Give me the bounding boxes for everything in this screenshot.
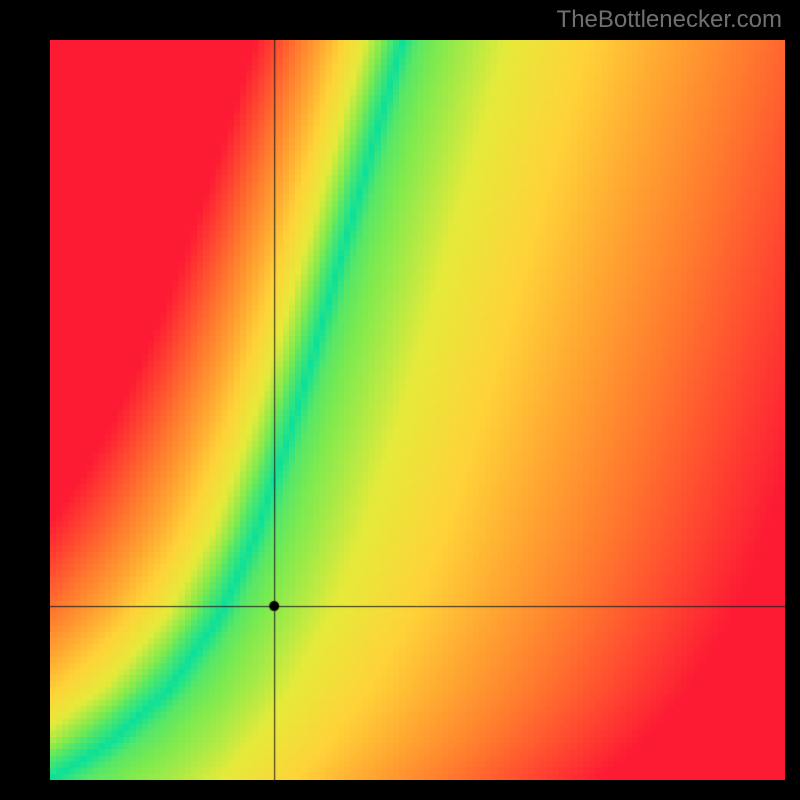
crosshair-overlay: [50, 40, 785, 780]
chart-container: TheBottlenecker.com: [0, 0, 800, 800]
watermark-text: TheBottlenecker.com: [557, 6, 782, 34]
